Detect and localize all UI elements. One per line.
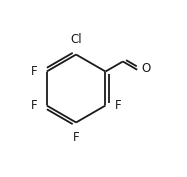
Text: F: F — [31, 65, 38, 78]
Text: F: F — [115, 99, 121, 112]
Text: F: F — [73, 131, 79, 144]
Text: O: O — [141, 62, 150, 75]
Text: Cl: Cl — [70, 33, 82, 46]
Text: F: F — [31, 99, 38, 112]
